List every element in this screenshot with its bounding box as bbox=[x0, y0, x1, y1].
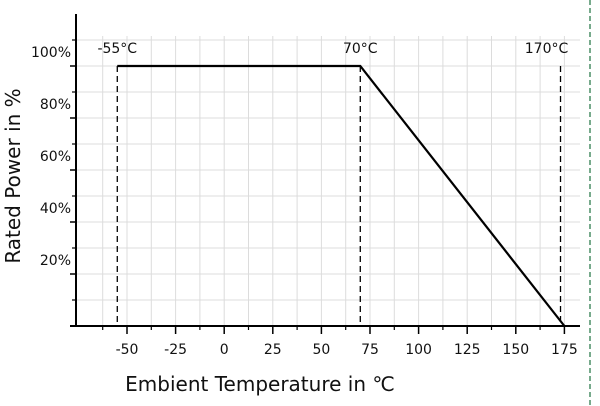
x-tick-label: 50 bbox=[312, 342, 330, 358]
y-tick-label: 60% bbox=[40, 149, 71, 165]
x-tick-label: -25 bbox=[164, 342, 187, 358]
annotation-lines bbox=[116, 66, 562, 326]
y-tick-label: 40% bbox=[40, 201, 71, 217]
y-tick-label: 80% bbox=[40, 97, 71, 113]
grid bbox=[76, 36, 580, 326]
y-tick-label: 20% bbox=[40, 253, 71, 269]
annotation-label: -55°C bbox=[97, 41, 137, 57]
tick-labels: -50 -25 0 25 50 75 100 125 150 175 20% 40% 60% 80% 100… bbox=[31, 45, 578, 358]
x-tick-label: 175 bbox=[551, 342, 578, 358]
x-tick-label: 150 bbox=[502, 342, 529, 358]
annotation-labels: -55°C 70°C 170°C bbox=[97, 41, 568, 57]
y-axis-title: Rated Power in % bbox=[1, 88, 25, 263]
x-tick-label: 75 bbox=[361, 342, 379, 358]
x-tick-label: 125 bbox=[454, 342, 481, 358]
x-tick-label: 0 bbox=[220, 342, 229, 358]
series-layer bbox=[117, 64, 566, 327]
y-tick-label: 100% bbox=[31, 45, 71, 61]
x-tick-label: -50 bbox=[116, 342, 139, 358]
axes bbox=[70, 0, 591, 406]
series-line bbox=[117, 64, 566, 327]
annotation-label: 170°C bbox=[525, 41, 569, 57]
x-tick-label: 100 bbox=[405, 342, 432, 358]
annotation-label: 70°C bbox=[343, 41, 378, 57]
x-axis-title: Embient Temperature in ℃ bbox=[125, 372, 395, 396]
x-tick-label: 25 bbox=[264, 342, 282, 358]
